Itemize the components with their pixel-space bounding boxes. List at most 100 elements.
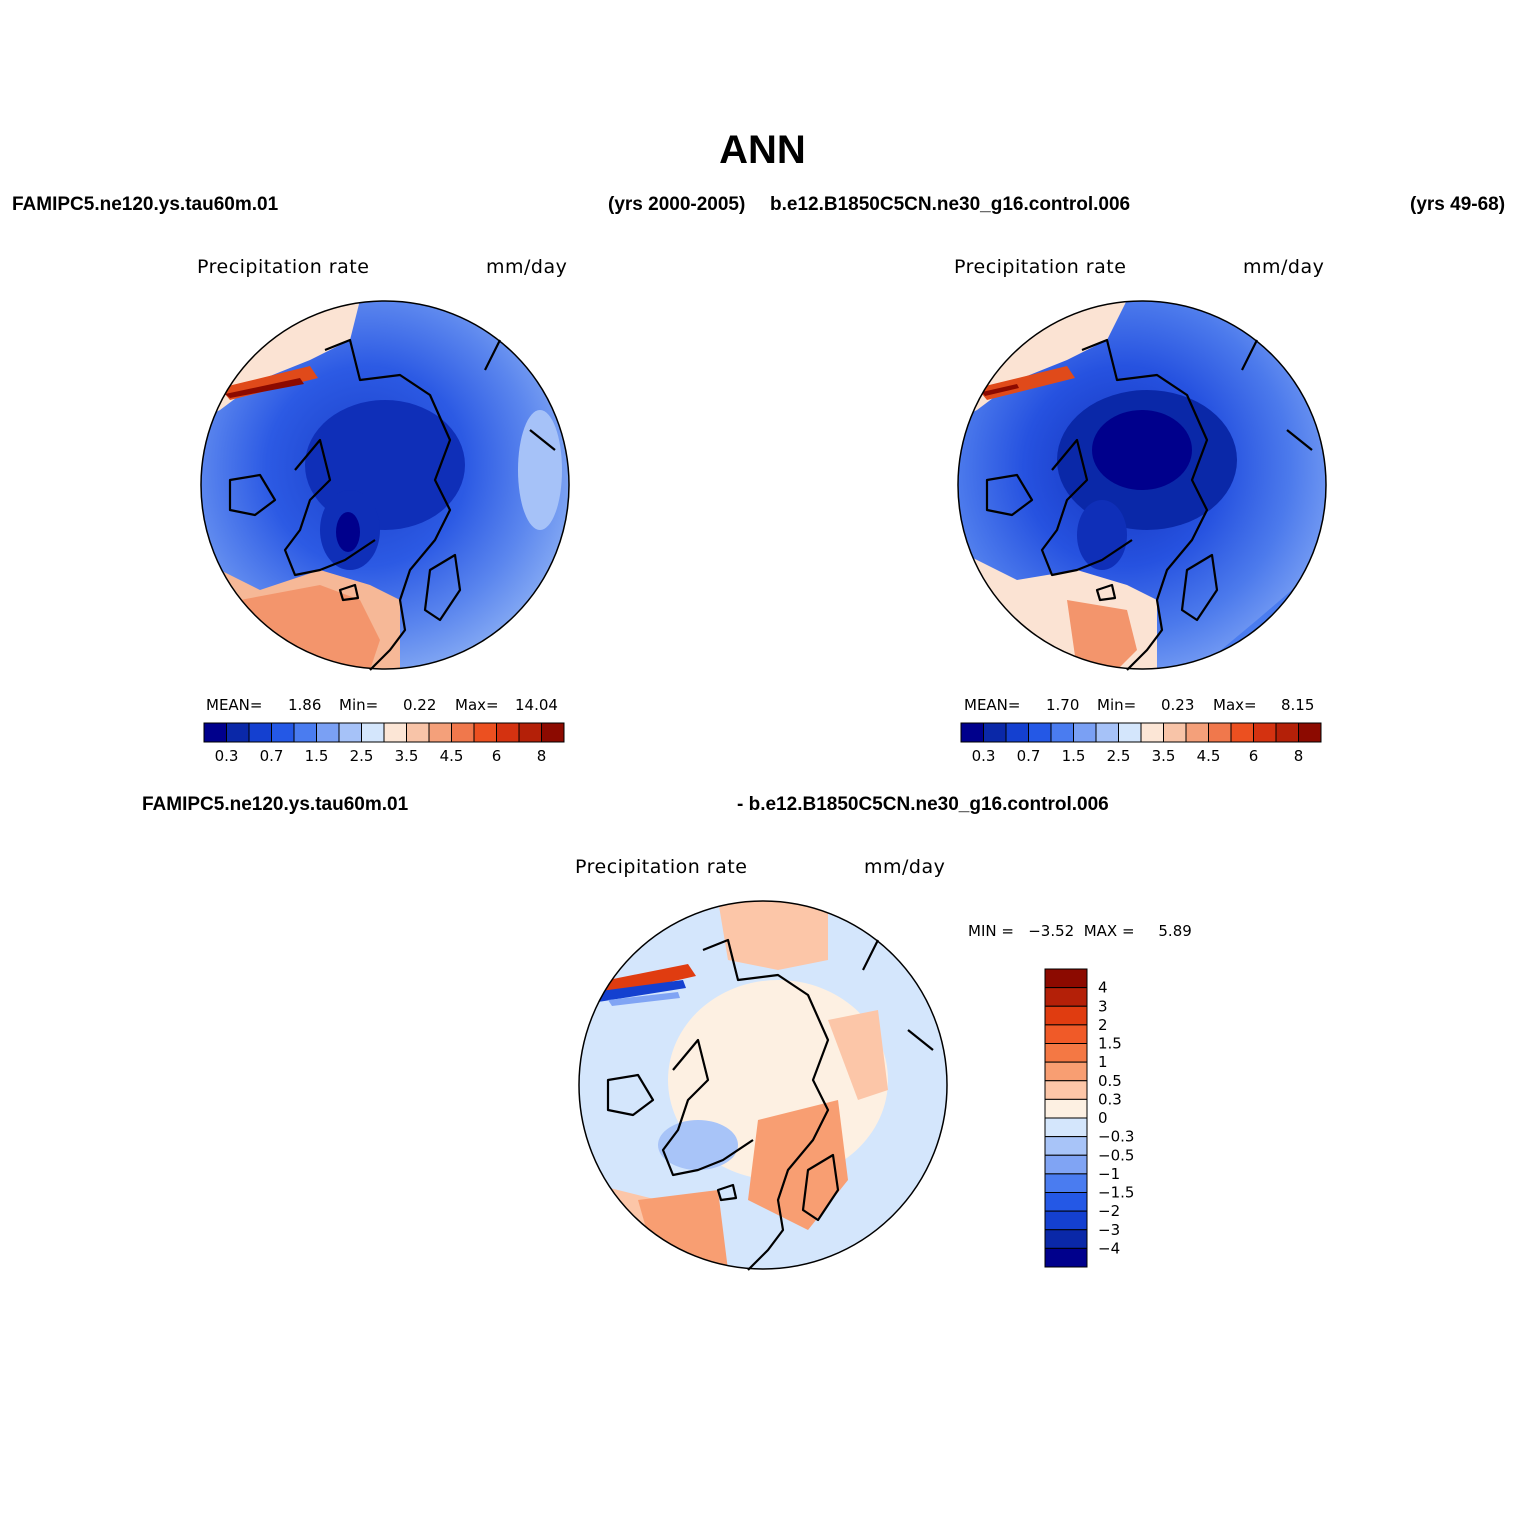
panel1-map xyxy=(200,300,570,671)
panel2-variable: Precipitation rate xyxy=(954,256,1127,278)
colorbar-box xyxy=(1044,1192,1088,1212)
colorbar-box xyxy=(1185,722,1209,743)
colorbar-tick-label: 0.5 xyxy=(1098,1072,1122,1090)
colorbar-box xyxy=(1118,722,1142,743)
colorbar-tick-label: −1 xyxy=(1098,1165,1120,1183)
diff-variable: Precipitation rate xyxy=(575,856,748,878)
colorbar-box xyxy=(541,722,565,743)
panel1-mean: 1.86 xyxy=(288,696,322,714)
panel1-max: 14.04 xyxy=(515,696,558,714)
colorbar-tick-label: 0.3 xyxy=(215,747,239,765)
colorbar-box xyxy=(1044,1061,1088,1082)
colorbar-tick-label: 2.5 xyxy=(1107,747,1131,765)
colorbar-tick-label: 8 xyxy=(1294,747,1304,765)
colorbar-box xyxy=(1044,987,1088,1007)
colorbar-tick-label: −3 xyxy=(1098,1221,1120,1239)
case2-years: (yrs 49-68) xyxy=(1410,194,1506,215)
colorbar-tick-label: 1.5 xyxy=(1062,747,1086,765)
colorbar-box xyxy=(1044,1098,1088,1119)
colorbar-tick-label: 2 xyxy=(1098,1016,1108,1034)
diff-minmax: MIN = −3.52 MAX = 5.89 xyxy=(968,922,1192,940)
colorbar-box xyxy=(293,722,317,743)
colorbar-box xyxy=(338,722,362,743)
colorbar-box xyxy=(1044,1080,1088,1100)
case2-label: b.e12.B1850C5CN.ne30_g16.control.006 xyxy=(770,194,1131,215)
colorbar-tick-label: −0.3 xyxy=(1098,1128,1134,1146)
page-title: ANN xyxy=(719,128,806,172)
colorbar-box xyxy=(1005,722,1029,743)
panel2-max: 8.15 xyxy=(1281,696,1315,714)
colorbar-box xyxy=(496,722,520,743)
colorbar-tick-label: 1.5 xyxy=(1098,1035,1122,1053)
colorbar-box xyxy=(248,722,272,743)
colorbar-box xyxy=(1044,1173,1088,1193)
panel1-variable: Precipitation rate xyxy=(197,256,370,278)
colorbar-box xyxy=(1044,1117,1088,1138)
colorbar-box xyxy=(1044,968,1088,989)
diff-map xyxy=(578,900,948,1271)
colorbar-box xyxy=(1208,722,1232,743)
colorbar-box xyxy=(1028,722,1052,743)
colorbar-box xyxy=(271,722,295,743)
colorbar-tick-label: 4.5 xyxy=(440,747,464,765)
colorbar-tick-label: 0.7 xyxy=(1017,747,1041,765)
colorbar-box xyxy=(960,722,984,743)
panel1-min-label: Min= xyxy=(339,696,379,714)
panel2-units: mm/day xyxy=(1243,256,1325,278)
panel1-max-label: Max= xyxy=(455,696,499,714)
colorbar-tick-label: 1 xyxy=(1098,1053,1108,1071)
colorbar-tick-label: 4 xyxy=(1098,979,1108,997)
colorbar-box xyxy=(361,722,385,743)
colorbar-tick-label: 0.3 xyxy=(972,747,996,765)
colorbar-box xyxy=(1044,1136,1088,1156)
colorbar-box xyxy=(1253,722,1277,743)
colorbar-box xyxy=(1073,722,1097,743)
colorbar-box xyxy=(1044,1229,1088,1249)
colorbar-box xyxy=(1140,722,1164,743)
panel1-units: mm/day xyxy=(486,256,568,278)
colorbar-box xyxy=(1230,722,1254,743)
colorbar-box xyxy=(1163,722,1187,743)
colorbar-box xyxy=(1044,1005,1088,1026)
colorbar-box xyxy=(1044,1154,1088,1175)
panel2-mean-label: MEAN= xyxy=(964,696,1021,714)
colorbar-box xyxy=(473,722,497,743)
panel2-min: 0.23 xyxy=(1161,696,1195,714)
diff-case-left: FAMIPC5.ne120.ys.tau60m.01 xyxy=(142,794,409,815)
panel1-min: 0.22 xyxy=(403,696,437,714)
diff-units: mm/day xyxy=(864,856,946,878)
colorbar-box xyxy=(451,722,475,743)
colorbar-box xyxy=(518,722,542,743)
colorbar-tick-label: 3.5 xyxy=(1152,747,1176,765)
colorbar-tick-label: 8 xyxy=(537,747,547,765)
colorbar-box xyxy=(1298,722,1322,743)
diff-case-right: - b.e12.B1850C5CN.ne30_g16.control.006 xyxy=(737,794,1109,815)
colorbar-box xyxy=(1044,1024,1088,1044)
colorbar-tick-label: 2.5 xyxy=(350,747,374,765)
colorbar-box xyxy=(1095,722,1119,743)
colorbar-box xyxy=(1275,722,1299,743)
colorbar-tick-label: 3 xyxy=(1098,997,1108,1015)
panel2-colorbar: 0.3 0.7 1.5 2.5 3.5 4.5 6 8 xyxy=(960,722,1322,765)
colorbar-tick-label: −0.5 xyxy=(1098,1146,1134,1164)
colorbar-tick-label: −1.5 xyxy=(1098,1184,1134,1202)
colorbar-tick-label: 0 xyxy=(1098,1109,1108,1127)
colorbar-box xyxy=(226,722,250,743)
panel2-map xyxy=(957,300,1327,671)
panel2-mean: 1.70 xyxy=(1046,696,1080,714)
colorbar-tick-label: 4.5 xyxy=(1197,747,1221,765)
panel2-max-label: Max= xyxy=(1213,696,1257,714)
colorbar-tick-label: −2 xyxy=(1098,1202,1120,1220)
colorbar-box xyxy=(1044,1247,1088,1268)
case1-years: (yrs 2000-2005) xyxy=(608,194,746,215)
colorbar-tick-label: −4 xyxy=(1098,1239,1120,1257)
panel2-min-label: Min= xyxy=(1097,696,1137,714)
colorbar-box xyxy=(383,722,407,743)
colorbar-box xyxy=(316,722,340,743)
colorbar-tick-label: 0.3 xyxy=(1098,1090,1122,1108)
colorbar-tick-label: 3.5 xyxy=(395,747,419,765)
colorbar-box xyxy=(203,722,227,743)
colorbar-box xyxy=(1044,1210,1088,1231)
panel1-colorbar: 0.3 0.7 1.5 2.5 3.5 4.5 6 8 xyxy=(203,722,565,765)
